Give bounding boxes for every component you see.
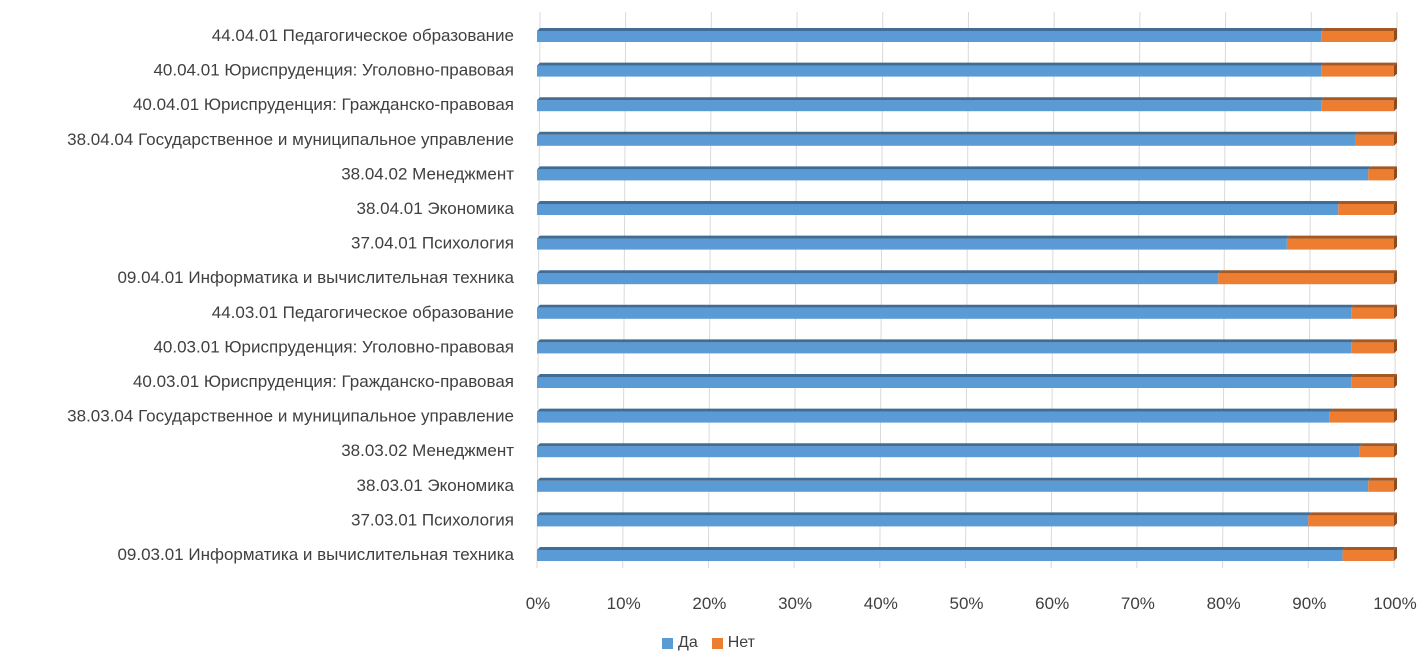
legend-item-no: Нет	[711, 634, 755, 652]
bar-segment-no	[1351, 304, 1397, 319]
bar-segment-yes	[537, 477, 1372, 492]
x-tick-label: 80%	[1207, 594, 1241, 613]
x-tick-label: 10%	[607, 594, 641, 613]
bar-segment-yes	[537, 97, 1325, 112]
bar-segment-yes	[537, 131, 1359, 146]
bar-segment-yes	[537, 339, 1355, 354]
bar-segment-yes	[537, 235, 1290, 250]
bar-segment-yes	[537, 408, 1333, 423]
x-axis-ticks: 0% 10% 20% 30% 40% 50% 60% 70% 80% 90% 100%	[526, 594, 1417, 613]
x-tick-label: 100%	[1373, 594, 1416, 613]
bar-segment-no	[1321, 97, 1397, 112]
legend-swatch-yes	[662, 637, 673, 649]
bar-segment-no	[1342, 547, 1397, 561]
category-label: 09.03.01 Информатика и вычислительная те…	[117, 545, 514, 564]
category-label: 38.04.04 Государственное и муниципальное…	[67, 130, 514, 149]
x-tick-label: 20%	[692, 594, 726, 613]
bar-segment-yes	[537, 512, 1312, 527]
bar-segment-no	[1351, 374, 1397, 388]
category-label: 38.03.02 Менеджмент	[341, 441, 514, 460]
category-label: 40.03.01 Юриспруденция: Гражданско-право…	[133, 372, 514, 391]
bar-segment-yes	[537, 201, 1342, 215]
category-label: 09.04.01 Информатика и вычислительная те…	[117, 268, 514, 287]
category-label: 44.03.01 Педагогическое образование	[212, 303, 514, 322]
category-label: 37.03.01 Психология	[351, 510, 514, 529]
bar-segment-yes	[537, 443, 1363, 458]
bar-segment-yes	[537, 270, 1222, 285]
legend-label-no: Нет	[727, 634, 755, 651]
bar-segment-yes	[537, 547, 1346, 561]
category-label: 40.04.01 Юриспруденция: Гражданско-право…	[133, 95, 514, 114]
legend: Да Нет	[0, 634, 1417, 652]
x-tick-label: 70%	[1121, 594, 1155, 613]
legend-label-yes: Да	[678, 634, 698, 651]
category-label: 38.04.02 Менеджмент	[341, 164, 514, 183]
category-label: 38.04.01 Экономика	[357, 199, 515, 218]
x-tick-label: 50%	[949, 594, 983, 613]
category-label: 37.04.01 Психология	[351, 234, 514, 253]
category-label: 38.03.04 Государственное и муниципальное…	[67, 407, 514, 426]
bar-segment-no	[1368, 477, 1397, 492]
bar-segment-yes	[537, 166, 1372, 181]
bar-segment-no	[1338, 201, 1397, 215]
x-tick-label: 90%	[1292, 594, 1326, 613]
bar-segment-no	[1368, 166, 1397, 181]
x-tick-label: 30%	[778, 594, 812, 613]
bar-segment-no	[1351, 339, 1397, 354]
category-label: 44.04.01 Педагогическое образование	[212, 26, 514, 45]
bar-segment-yes	[537, 28, 1325, 42]
legend-swatch-no	[711, 637, 723, 649]
bar-segment-no	[1308, 512, 1397, 527]
bar-segment-no	[1218, 270, 1397, 285]
category-label: 40.04.01 Юриспруденция: Уголовно-правова…	[153, 61, 514, 80]
category-label: 38.03.01 Экономика	[357, 476, 515, 495]
bar-segment-no	[1321, 28, 1397, 42]
legend-item-yes: Да	[662, 634, 698, 652]
bar-segment-no	[1321, 62, 1397, 77]
bar-segment-no	[1286, 235, 1397, 250]
x-tick-label: 60%	[1035, 594, 1069, 613]
bar-segment-no	[1329, 408, 1397, 423]
stacked-bar-chart: 44.04.01 Педагогическое образование 40.04…	[67, 11, 1417, 613]
bars	[537, 28, 1397, 561]
x-tick-label: 0%	[526, 594, 551, 613]
bar-segment-yes	[537, 62, 1325, 77]
bar-segment-yes	[537, 374, 1355, 388]
bar-segment-no	[1359, 443, 1397, 458]
bar-segment-no	[1355, 131, 1397, 146]
x-tick-label: 40%	[864, 594, 898, 613]
category-label: 40.03.01 Юриспруденция: Уголовно-правова…	[153, 337, 514, 356]
bar-segment-yes	[537, 304, 1355, 319]
category-labels: 44.04.01 Педагогическое образование 40.04…	[67, 26, 514, 564]
